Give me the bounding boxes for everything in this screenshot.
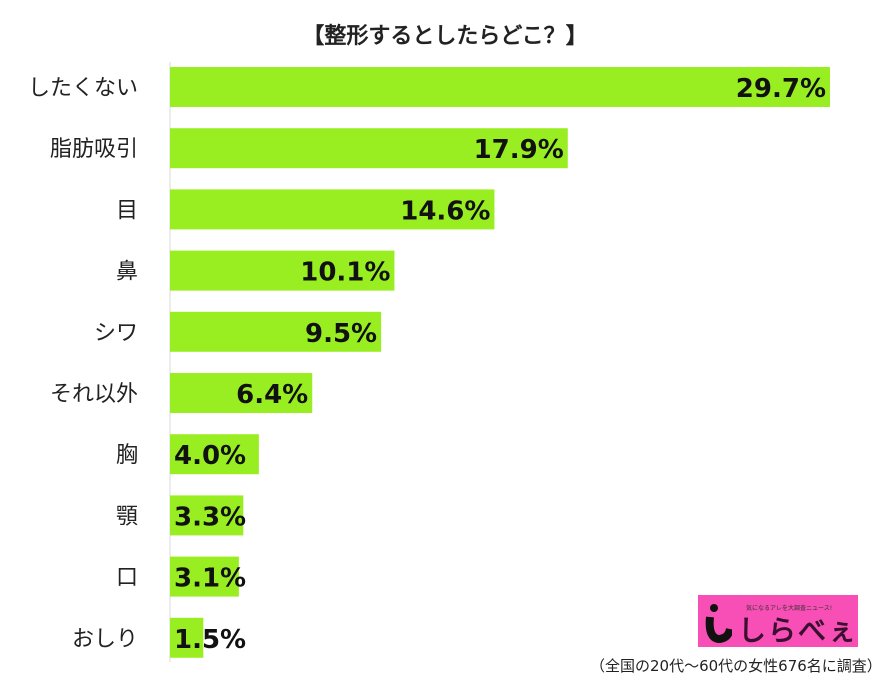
value-label: 6.4% [236,380,308,410]
bar [170,617,204,658]
category-label: 口 [116,566,138,591]
bar [170,556,239,597]
category-label: 目 [116,198,138,223]
category-label: したくない [28,76,138,101]
value-label: 9.5% [305,319,377,349]
value-label: 3.1% [174,564,246,594]
value-label: 29.7% [736,74,826,104]
category-label: おしり [72,627,138,652]
logo-name: しらべぇ [738,614,859,647]
category-label: 脂肪吸引 [50,137,138,162]
bar [170,434,259,475]
value-label: 14.6% [400,196,490,226]
bar [170,495,244,536]
category-label: 顎 [116,504,138,529]
value-label: 10.1% [300,258,390,288]
category-label: 胸 [116,443,138,468]
category-label: シワ [94,321,138,346]
value-label: 1.5% [174,625,246,655]
survey-footnote: （全国の20代～60代の女性676名に調査） [590,657,882,675]
chart-title: 【整形するとしたらどこ？】 [302,24,588,49]
bar [170,373,313,413]
category-label: 鼻 [116,260,138,285]
logo-i-icon [705,604,732,643]
value-label: 3.3% [174,502,246,532]
value-label: 17.9% [474,135,564,165]
bar [170,189,495,230]
value-label: 4.0% [174,441,246,471]
bar [170,128,568,169]
logo: 気になるアレを大調査ニュース! しらべぇ [698,595,858,647]
bar [170,67,830,107]
bar [170,311,382,352]
category-label: それ以外 [50,382,138,407]
bar [170,250,395,291]
logo-tagline: 気になるアレを大調査ニュース! [746,605,833,612]
